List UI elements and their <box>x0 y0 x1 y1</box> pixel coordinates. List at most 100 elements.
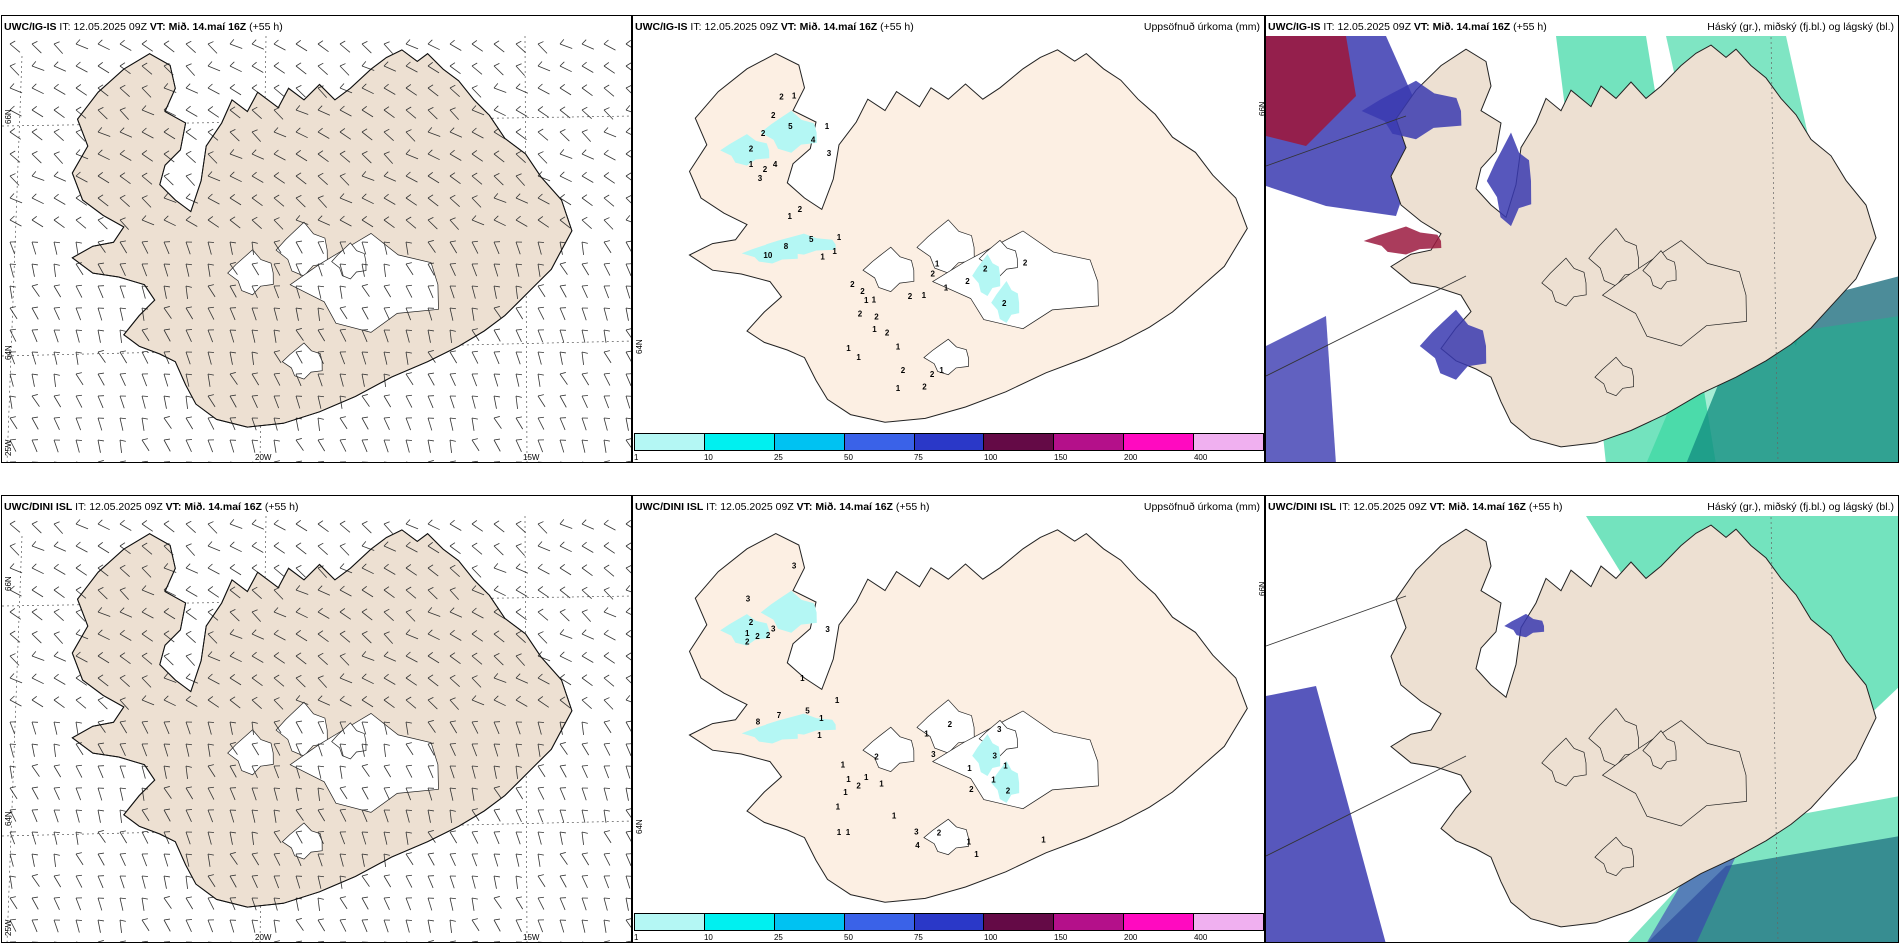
lat-label: 64N <box>4 345 13 360</box>
lat-label: 66N <box>4 576 13 591</box>
precip-panel-row1: UWC/IG-IS IT: 12.05.2025 09Z VT: Mið. 14… <box>632 15 1265 463</box>
colorbar-segment <box>635 914 705 930</box>
precip-value: 2 <box>858 310 863 319</box>
colorbar-tick: 1 <box>634 933 639 942</box>
lat-label: 25W <box>4 919 13 936</box>
cloud-panel-row2: UWC/DINI ISL IT: 12.05.2025 09Z VT: Mið.… <box>1265 495 1899 943</box>
lat-label: 66N <box>4 109 13 124</box>
colorbar-tick: 75 <box>913 453 923 462</box>
colorbar-tick: 10 <box>703 453 713 462</box>
precip-value: 4 <box>773 160 778 169</box>
precip-value: 2 <box>798 205 803 214</box>
precip-value: 2 <box>983 264 988 273</box>
precip-value: 1 <box>837 233 842 242</box>
precip-value: 1 <box>944 284 949 293</box>
precip-value: 2 <box>948 720 953 729</box>
colorbar-tick: 200 <box>1124 933 1138 942</box>
colorbar-segment <box>704 434 775 450</box>
cloud-map <box>1266 35 1898 462</box>
precip-value: 2 <box>965 277 970 286</box>
panel-title: UWC/IG-IS IT: 12.05.2025 09Z VT: Mið. 14… <box>1268 21 1547 33</box>
precip-value: 7 <box>777 711 782 720</box>
precip-value: 3 <box>792 562 797 571</box>
cloud-map <box>1266 515 1898 942</box>
precip-value: 5 <box>805 706 810 715</box>
precip-value: 1 <box>841 761 846 770</box>
precip-value: 2 <box>1023 259 1028 268</box>
precip-value: 3 <box>746 594 751 603</box>
precip-value: 1 <box>924 730 929 739</box>
colorbar-tick: 400 <box>1193 453 1208 462</box>
precip-value: 2 <box>1002 299 1007 308</box>
precip-value: 2 <box>908 292 913 301</box>
precip-title: Uppsöfnuð úrkoma (mm) <box>1143 21 1260 33</box>
wind-panel-row2: UWC/DINI ISL IT: 12.05.2025 09Z VT: Mið.… <box>1 495 632 943</box>
colorbar-tick: 100 <box>984 453 998 462</box>
colorbar-segment <box>1194 434 1264 450</box>
colorbar-tick: 10 <box>703 933 713 942</box>
lon-label: 20W <box>255 933 272 942</box>
panel-title: UWC/DINI ISL IT: 12.05.2025 09Z VT: Mið.… <box>635 501 930 513</box>
panel-title: UWC/IG-IS IT: 12.05.2025 09Z VT: Mið. 14… <box>4 21 283 33</box>
colorbar-tick: 50 <box>844 933 853 942</box>
precip-value: 2 <box>874 752 879 761</box>
panel-title: UWC/DINI ISL IT: 12.05.2025 09Z VT: Mið.… <box>4 501 299 513</box>
precip-value: 1 <box>832 247 837 256</box>
precip-value: 2 <box>749 618 754 627</box>
precip-value: 8 <box>784 242 789 251</box>
colorbar-tick: 400 <box>1193 933 1208 942</box>
precip-value: 1 <box>935 259 940 268</box>
colorbar-segment <box>704 914 775 930</box>
precip-value: 2 <box>763 165 768 174</box>
precip-value: 1 <box>872 296 877 305</box>
precip-value: 1 <box>1003 761 1008 770</box>
lat-label: 66N <box>1258 581 1265 596</box>
precip-value: 3 <box>825 625 830 634</box>
precip-panel-row2: UWC/DINI ISL IT: 12.05.2025 09Z VT: Mið.… <box>632 495 1265 943</box>
colorbar-segment <box>914 434 985 450</box>
lat-label: 64N <box>635 819 644 834</box>
precip-value: 2 <box>749 144 754 153</box>
colorbar-segment <box>914 914 985 930</box>
precip-value: 2 <box>850 280 855 289</box>
precip-value: 2 <box>885 328 890 337</box>
cloud-panel-row1: UWC/IG-IS IT: 12.05.2025 09Z VT: Mið. 14… <box>1265 15 1899 463</box>
precip-value: 2 <box>771 111 776 120</box>
precip-value: 1 <box>879 779 884 788</box>
precip-value: 1 <box>825 122 830 131</box>
precip-value: 1 <box>836 803 841 812</box>
lat-label: 64N <box>635 339 644 354</box>
precip-value: 1 <box>991 776 996 785</box>
precip-value: 2 <box>874 313 879 322</box>
precip-value: 1 <box>745 629 750 638</box>
precip-value: 1 <box>817 731 822 740</box>
precip-value: 2 <box>860 287 865 296</box>
colorbar-segment <box>1194 914 1264 930</box>
precip-value: 1 <box>892 812 897 821</box>
precip-value: 1 <box>939 366 944 375</box>
colorbar-segment <box>1054 914 1125 930</box>
precip-value: 2 <box>779 92 784 101</box>
precip-value: 2 <box>922 383 927 392</box>
panel-title: UWC/IG-IS IT: 12.05.2025 09Z VT: Mið. 14… <box>635 21 914 33</box>
wind-panel-row1: UWC/IG-IS IT: 12.05.2025 09Z VT: Mið. 14… <box>1 15 632 463</box>
precip-value: 1 <box>792 91 797 100</box>
lat-label: 25W <box>4 439 13 456</box>
precip-value: 1 <box>819 714 824 723</box>
precip-colorbar <box>634 913 1264 931</box>
precip-value: 1 <box>1041 835 1046 844</box>
precip-value: 1 <box>974 850 979 859</box>
precip-value: 1 <box>846 828 851 837</box>
precip-value: 10 <box>763 251 772 260</box>
colorbar-tick: 100 <box>984 933 998 942</box>
precip-value: 4 <box>915 841 920 850</box>
colorbar-tick: 1 <box>634 453 639 462</box>
colorbar-tick: 150 <box>1054 933 1068 942</box>
colorbar-labels: 1 10 25 50 75 100 150 200 400 <box>634 933 1264 942</box>
precip-value: 1 <box>967 838 972 847</box>
colorbar-segment <box>1054 434 1125 450</box>
colorbar-labels: 1 10 25 50 75 100 150 200 400 <box>634 453 1264 462</box>
colorbar-segment <box>1124 434 1195 450</box>
precip-value: 1 <box>843 788 848 797</box>
